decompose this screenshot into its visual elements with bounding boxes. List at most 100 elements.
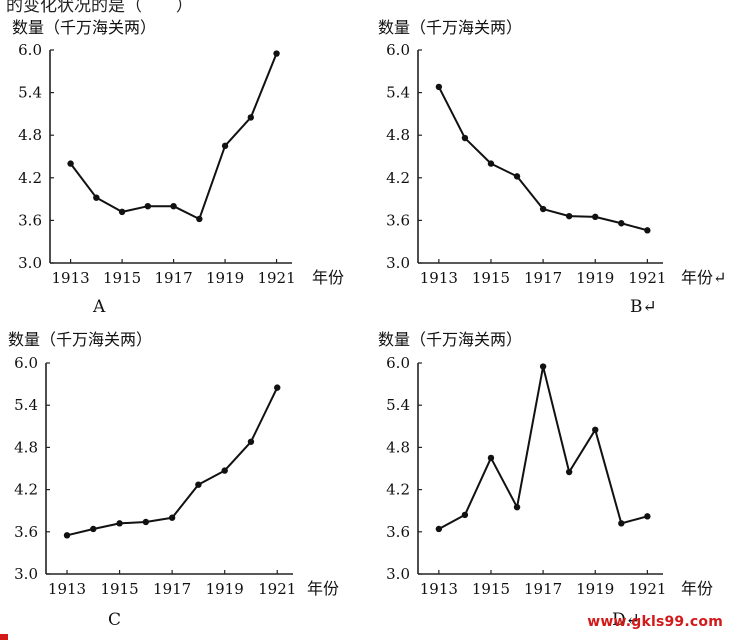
data-point	[221, 142, 229, 150]
data-point	[644, 227, 651, 234]
data-point	[539, 205, 547, 213]
y-tick-label: 3.6	[386, 211, 410, 229]
data-point	[247, 438, 255, 445]
data-point	[195, 481, 202, 488]
y-tick-label: 6.0	[386, 41, 410, 59]
x-tick-label: 1913	[420, 269, 458, 287]
data-point	[487, 454, 495, 462]
x-tick-label: 1919	[206, 580, 244, 598]
data-point	[116, 520, 123, 527]
y-tick-label: 4.2	[386, 481, 410, 499]
y-tick-label: 5.4	[18, 84, 42, 102]
data-point	[565, 468, 573, 476]
y-tick-label: 4.8	[386, 438, 410, 456]
x-tick-label: 1915	[472, 269, 510, 287]
corner-mark	[0, 634, 8, 640]
series-line	[69, 53, 278, 220]
data-point	[247, 114, 255, 121]
data-point	[196, 215, 203, 223]
y-tick-label: 6.0	[18, 41, 42, 59]
question-text-fragment: 的变化状况的是（ ）	[6, 0, 193, 16]
data-point	[63, 532, 71, 539]
data-point	[513, 503, 521, 511]
y-tick-label: 5.4	[386, 84, 410, 102]
panel-label: C	[108, 610, 121, 630]
series-line	[66, 387, 279, 537]
x-tick-label: 1921	[628, 580, 666, 598]
y-tick-label: 4.2	[18, 169, 42, 187]
x-axis-label: 年份	[681, 579, 713, 598]
data-point	[565, 212, 573, 220]
y-tick-label: 4.2	[14, 481, 38, 499]
data-point	[644, 513, 651, 520]
x-tick-label: 1919	[576, 269, 614, 287]
x-axis-label: 年份	[307, 579, 339, 598]
y-axis-label: 数量（千万海关两）	[378, 330, 522, 349]
y-axis-label: 数量（千万海关两）	[12, 18, 156, 37]
x-tick-label: 1915	[103, 269, 141, 287]
data-point	[118, 208, 126, 216]
y-tick-label: 3.0	[386, 254, 410, 272]
x-axis-label: 年份	[312, 268, 344, 287]
x-tick-label: 1913	[420, 580, 458, 598]
y-tick-label: 3.6	[14, 523, 38, 541]
data-point	[461, 134, 469, 142]
y-tick-label: 5.4	[14, 396, 38, 414]
data-point	[513, 173, 521, 180]
data-point	[90, 525, 97, 533]
chart-panel-a: 3.0 3.6 4.2 4.8 5.4 6.0 1913 1915 1917 1919 1921 数量…	[12, 18, 344, 317]
data-point	[435, 525, 443, 533]
y-tick-label: 3.6	[18, 211, 42, 229]
x-axis-label: 年份↵	[681, 268, 726, 287]
data-point	[435, 83, 443, 91]
y-tick-label: 6.0	[386, 354, 410, 372]
x-tick-label: 1921	[257, 269, 295, 287]
data-point	[487, 160, 495, 167]
y-axis-label: 数量（千万海关两）	[8, 330, 152, 349]
data-point	[461, 511, 469, 519]
y-tick-label: 3.6	[386, 523, 410, 541]
y-tick-label: 3.0	[386, 565, 410, 583]
y-tick-label: 4.2	[386, 169, 410, 187]
data-point	[93, 194, 100, 201]
chart-panel-b: 3.0 3.6 4.2 4.8 5.4 6.0 1913 1915 1917 1919 1921 数量…	[378, 18, 726, 317]
x-tick-label: 1917	[524, 580, 562, 598]
data-point	[592, 213, 599, 221]
data-point	[170, 203, 177, 210]
data-point	[274, 384, 281, 391]
x-tick-label: 1913	[52, 269, 90, 287]
x-tick-label: 1921	[258, 580, 296, 598]
data-point	[618, 520, 625, 527]
y-tick-label: 3.0	[18, 254, 42, 272]
y-tick-label: 4.8	[386, 126, 410, 144]
y-tick-label: 4.8	[18, 126, 42, 144]
chart-panel-d: 3.0 3.6 4.2 4.8 5.4 6.0 1913 1915 1917 1919 1921 数量…	[378, 330, 713, 630]
x-tick-label: 1915	[472, 580, 510, 598]
series-line	[438, 365, 648, 530]
data-point	[67, 160, 74, 167]
panel-label: B↵	[630, 297, 657, 317]
data-point	[273, 50, 280, 57]
data-point	[618, 220, 625, 227]
y-tick-label: 5.4	[386, 396, 410, 414]
y-tick-label: 3.0	[14, 565, 38, 583]
y-tick-label: 4.8	[14, 438, 38, 456]
x-tick-label: 1919	[206, 269, 244, 287]
y-axis-label: 数量（千万海关两）	[378, 18, 522, 37]
x-tick-label: 1921	[628, 269, 666, 287]
x-tick-label: 1915	[100, 580, 138, 598]
panel-label: A	[92, 297, 106, 317]
y-tick-label: 6.0	[14, 354, 38, 372]
data-point	[144, 203, 152, 210]
x-tick-label: 1917	[524, 269, 562, 287]
panel-label: D↵	[612, 610, 640, 630]
x-tick-label: 1917	[153, 580, 191, 598]
data-point	[142, 518, 150, 526]
x-tick-label: 1917	[154, 269, 192, 287]
site-watermark: www.gkls99.com	[587, 614, 723, 630]
chart-panel-c: 3.0 3.6 4.2 4.8 5.4 6.0 1913 1915 1917 1919 1921 数量…	[8, 330, 339, 630]
x-tick-label: 1919	[576, 580, 614, 598]
data-point	[221, 467, 228, 474]
